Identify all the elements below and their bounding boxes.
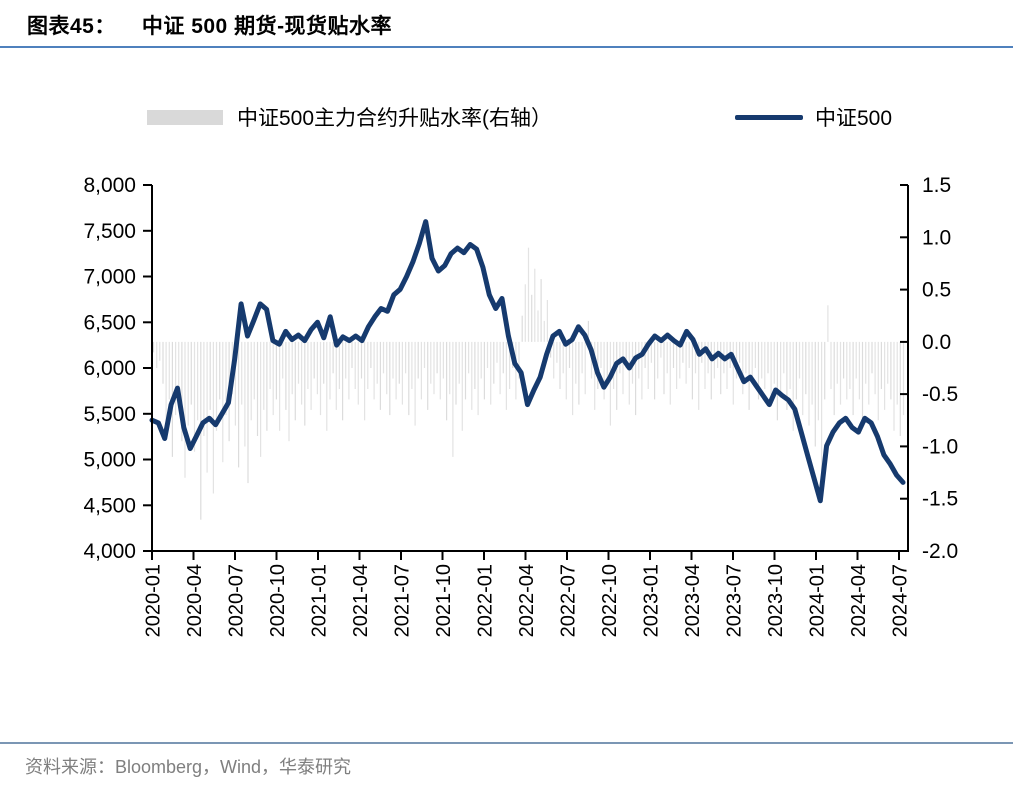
svg-text:7,500: 7,500 xyxy=(83,220,136,243)
svg-text:0.0: 0.0 xyxy=(922,331,951,354)
svg-text:2023-10: 2023-10 xyxy=(765,564,787,637)
title-rule xyxy=(0,46,1013,48)
bar-series-swatch xyxy=(147,109,223,125)
svg-text:5,500: 5,500 xyxy=(83,403,136,426)
svg-text:2020-01: 2020-01 xyxy=(143,564,165,637)
legend-item-line-series: 中证500 xyxy=(735,102,892,132)
left-axis-labels: 8,000 7,500 7,000 6,500 6,000 5,500 5,000 4,500… xyxy=(83,174,136,563)
svg-text:8,000: 8,000 xyxy=(83,174,136,197)
svg-text:2022-10: 2022-10 xyxy=(599,564,621,637)
svg-text:2024-01: 2024-01 xyxy=(807,564,829,637)
svg-text:0.5: 0.5 xyxy=(922,279,951,302)
legend-item-bar-series: 中证500主力合约升贴水率(右轴） xyxy=(147,102,552,132)
svg-text:2022-01: 2022-01 xyxy=(475,564,497,637)
line-series-label: 中证500 xyxy=(815,107,893,130)
svg-text:5,000: 5,000 xyxy=(83,449,136,472)
svg-text:2021-01: 2021-01 xyxy=(309,564,331,637)
svg-text:1.5: 1.5 xyxy=(922,174,951,197)
svg-text:7,000: 7,000 xyxy=(83,266,136,289)
svg-text:2023-04: 2023-04 xyxy=(682,564,704,637)
svg-text:-1.5: -1.5 xyxy=(922,488,958,511)
svg-text:-2.0: -2.0 xyxy=(922,540,958,563)
svg-text:2023-01: 2023-01 xyxy=(641,564,663,637)
svg-text:6,000: 6,000 xyxy=(83,357,136,380)
svg-text:4,000: 4,000 xyxy=(83,540,136,563)
right-axis-labels: 1.5 1.0 0.5 0.0 -0.5 -1.0 -1.5 -2.0 xyxy=(922,174,958,563)
chart-legend: 中证500主力合约升贴水率(右轴） 中证500 xyxy=(0,98,1036,132)
svg-text:-1.0: -1.0 xyxy=(922,435,958,458)
line-series xyxy=(149,219,906,504)
svg-text:4,500: 4,500 xyxy=(83,494,136,517)
svg-text:2021-07: 2021-07 xyxy=(392,564,414,637)
footer-rule xyxy=(0,742,1013,744)
bar-series xyxy=(152,247,905,520)
line-series-swatch xyxy=(735,114,803,120)
figure-title-text: 中证 500 期货-现货贴水率 xyxy=(141,15,393,38)
bar-series-label: 中证500主力合约升贴水率(右轴） xyxy=(237,107,553,130)
svg-text:2023-07: 2023-07 xyxy=(724,564,746,637)
x-axis-labels: 2020-01 2020-04 2020-07 2020-10 2021-01 2021-… xyxy=(143,564,912,637)
svg-text:2022-07: 2022-07 xyxy=(558,564,580,637)
svg-text:2020-04: 2020-04 xyxy=(184,564,206,637)
svg-text:2020-07: 2020-07 xyxy=(226,564,248,637)
svg-text:2024-04: 2024-04 xyxy=(848,564,870,637)
figure-title: 图表45： 中证 500 期货-现货贴水率 xyxy=(27,10,392,40)
svg-text:2021-04: 2021-04 xyxy=(350,564,372,637)
svg-text:-0.5: -0.5 xyxy=(922,383,958,406)
svg-text:6,500: 6,500 xyxy=(83,311,136,334)
svg-text:2020-10: 2020-10 xyxy=(267,564,289,637)
axes xyxy=(143,184,909,560)
svg-text:2022-04: 2022-04 xyxy=(516,564,538,637)
figure-label: 图表45： xyxy=(27,15,116,38)
source-note: 资料来源：Bloomberg，Wind，华泰研究 xyxy=(25,757,352,777)
svg-text:1.0: 1.0 xyxy=(922,226,951,249)
svg-text:2024-07: 2024-07 xyxy=(890,564,912,637)
svg-text:2021-10: 2021-10 xyxy=(433,564,455,637)
